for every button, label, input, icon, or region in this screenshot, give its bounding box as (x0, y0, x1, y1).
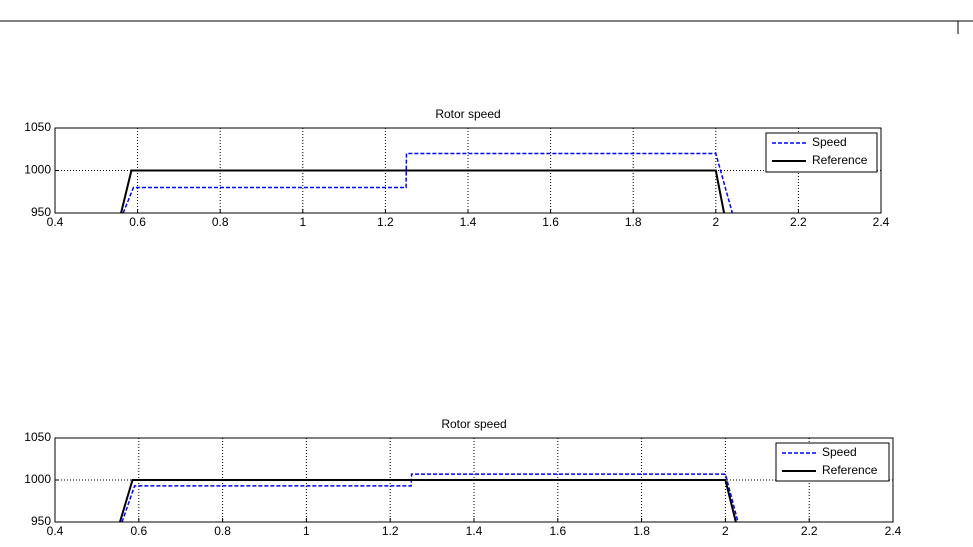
chart: Rotor speed 0.4 0.6 0.8 1 1.2 1.4 1.6 1.8 2 2.2 2.4… (24, 107, 889, 229)
series-line (120, 169, 726, 213)
x-tick-label: 1.4 (466, 524, 483, 538)
x-tick-label: 1.2 (377, 215, 394, 229)
x-tick-label: 2 (722, 524, 729, 538)
y-tick-label: 1000 (24, 472, 51, 486)
x-tick-label: 0.8 (212, 215, 229, 229)
chart-title: Rotor speed (435, 107, 500, 121)
y-tick-label: 950 (31, 514, 51, 528)
series-line (118, 479, 737, 522)
x-tick-label: 1.8 (633, 524, 650, 538)
x-tick-label: 1.2 (382, 524, 399, 538)
x-tick-label: 1 (299, 215, 306, 229)
y-tick-label: 1000 (24, 163, 51, 177)
x-tick-label: 0.4 (47, 524, 64, 538)
plot-frame (54, 437, 894, 523)
x-tick-label: 2.2 (790, 215, 807, 229)
x-tick-label: 1.4 (460, 215, 477, 229)
chart: Rotor speed 0.4 0.6 0.8 1 1.2 1.4 1.6 1.8 2 2.2 2.4… (24, 417, 901, 538)
x-tick-label: 0.4 (47, 215, 64, 229)
chart-title: Rotor speed (441, 417, 506, 431)
legend-box (775, 442, 890, 482)
x-tick-label: 2.4 (885, 524, 902, 538)
x-tick-label: 2 (712, 215, 719, 229)
x-tick-label: 0.8 (214, 524, 231, 538)
legend-label: Reference (812, 153, 868, 167)
legend-label: Speed (812, 135, 847, 149)
x-tick-label: 1 (303, 524, 310, 538)
x-tick-label: 2.2 (801, 524, 818, 538)
y-tick-label: 950 (31, 205, 51, 219)
x-tick-label: 0.6 (129, 215, 146, 229)
x-tick-label: 0.6 (130, 524, 147, 538)
y-tick-label: 1050 (24, 430, 51, 444)
plot-frame (54, 127, 882, 214)
x-tick-label: 1.6 (542, 215, 559, 229)
legend-label: Speed (822, 445, 857, 459)
legend-box (765, 132, 878, 173)
x-tick-label: 2.4 (873, 215, 890, 229)
y-tick-label: 1050 (24, 120, 51, 134)
legend-label: Reference (822, 463, 878, 477)
x-tick-label: 1.6 (549, 524, 566, 538)
x-tick-label: 1.8 (625, 215, 642, 229)
